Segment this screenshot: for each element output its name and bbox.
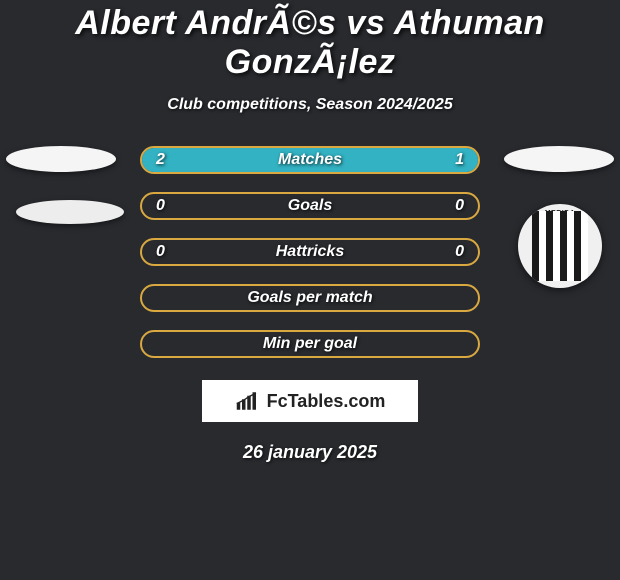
- stat-bars: 2 Matches 1 0 Goals 0 0 Hattricks 0 Goal…: [140, 146, 480, 358]
- stat-row-goals: 0 Goals 0: [140, 192, 480, 220]
- chart-icon: [235, 390, 263, 412]
- stat-row-goals-per-match: Goals per match: [140, 284, 480, 312]
- comparison-content: MERIDA 2 Matches 1 0 Goals 0 0 Hattricks: [0, 146, 620, 463]
- stat-label: Goals: [165, 197, 455, 215]
- stat-label: Goals per match: [156, 289, 464, 307]
- stat-label: Matches: [165, 151, 455, 169]
- page-subtitle: Club competitions, Season 2024/2025: [0, 96, 620, 114]
- footer-brand-text: FcTables.com: [267, 391, 386, 412]
- stat-value-left: 2: [156, 151, 165, 169]
- stat-value-right: 0: [455, 243, 464, 261]
- player-avatar-left: [6, 146, 116, 172]
- stat-row-hattricks: 0 Hattricks 0: [140, 238, 480, 266]
- stat-label: Min per goal: [156, 335, 464, 353]
- stat-value-left: 0: [156, 197, 165, 215]
- club-badge-right: MERIDA: [518, 204, 602, 288]
- club-avatar-left: [16, 200, 124, 224]
- stat-value-left: 0: [156, 243, 165, 261]
- stat-row-min-per-goal: Min per goal: [140, 330, 480, 358]
- stat-value-right: 1: [455, 151, 464, 169]
- badge-stripes: [532, 211, 588, 281]
- stat-row-matches: 2 Matches 1: [140, 146, 480, 174]
- footer-date: 26 january 2025: [0, 442, 620, 463]
- player-avatar-right: [504, 146, 614, 172]
- page-title: Albert AndrÃ©s vs Athuman GonzÃ¡lez: [0, 0, 620, 82]
- footer-brand: FcTables.com: [202, 380, 418, 422]
- stat-label: Hattricks: [165, 243, 455, 261]
- stat-value-right: 0: [455, 197, 464, 215]
